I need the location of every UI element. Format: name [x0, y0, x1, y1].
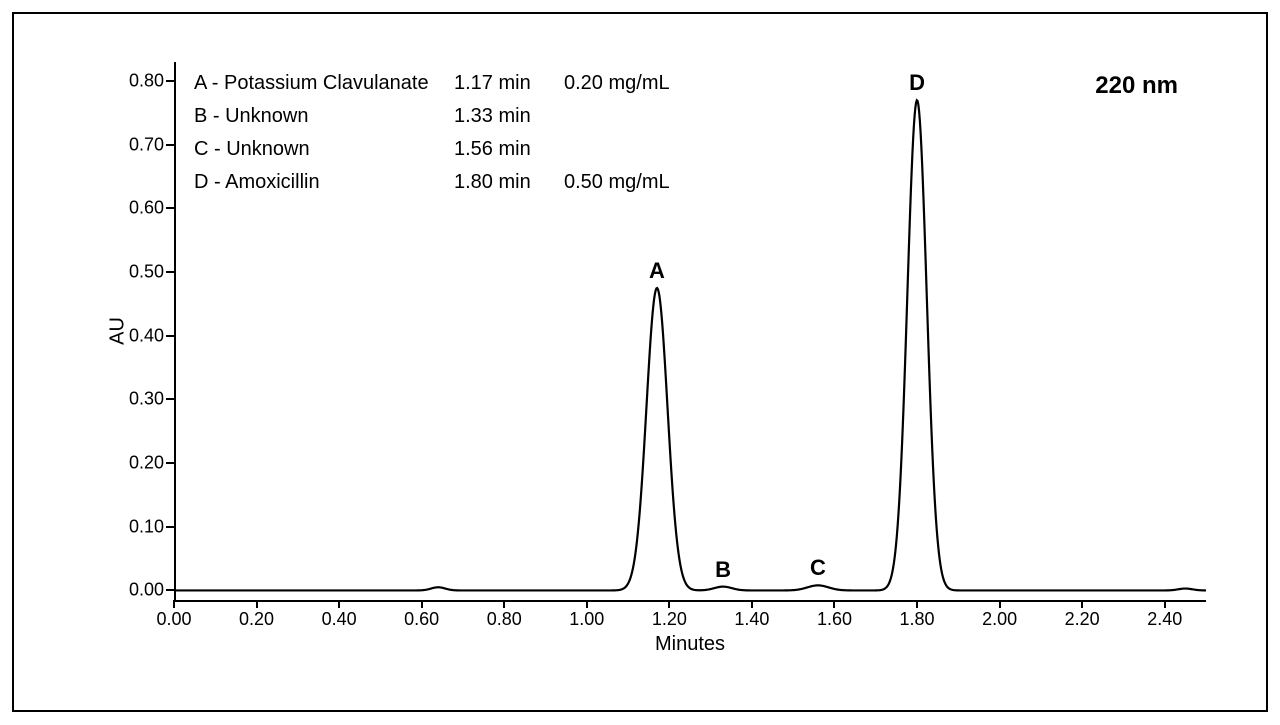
y-tick: [166, 335, 174, 337]
x-tick-label: 0.80: [487, 609, 522, 630]
y-tick-label: 0.20: [114, 453, 164, 474]
peak-label-a: A: [649, 258, 665, 284]
y-tick-label: 0.80: [114, 71, 164, 92]
x-tick: [751, 600, 753, 608]
x-tick-label: 0.60: [404, 609, 439, 630]
x-tick-label: 0.20: [239, 609, 274, 630]
y-tick-label: 0.70: [114, 134, 164, 155]
x-tick: [1164, 600, 1166, 608]
x-tick: [586, 600, 588, 608]
peak-label-c: C: [810, 555, 826, 581]
x-tick-label: 1.00: [569, 609, 604, 630]
x-tick-label: 1.20: [652, 609, 687, 630]
x-tick-label: 2.20: [1065, 609, 1100, 630]
y-tick: [166, 589, 174, 591]
y-tick-label: 0.50: [114, 262, 164, 283]
x-tick: [668, 600, 670, 608]
y-tick-label: 0.60: [114, 198, 164, 219]
x-tick-label: 1.60: [817, 609, 852, 630]
y-tick: [166, 462, 174, 464]
y-tick: [166, 144, 174, 146]
x-tick: [503, 600, 505, 608]
x-tick-label: 1.80: [900, 609, 935, 630]
figure-frame: A - Potassium Clavulanate 1.17 min 0.20 …: [12, 12, 1268, 712]
x-tick: [916, 600, 918, 608]
x-tick: [421, 600, 423, 608]
y-tick: [166, 207, 174, 209]
y-tick: [166, 80, 174, 82]
plot-area: A - Potassium Clavulanate 1.17 min 0.20 …: [174, 62, 1206, 602]
x-tick-label: 2.40: [1147, 609, 1182, 630]
x-tick-label: 1.40: [734, 609, 769, 630]
y-tick: [166, 271, 174, 273]
trace-path: [174, 100, 1206, 590]
x-tick: [256, 600, 258, 608]
peak-label-d: D: [909, 70, 925, 96]
y-tick-label: 0.30: [114, 389, 164, 410]
x-tick: [338, 600, 340, 608]
x-tick-label: 0.40: [322, 609, 357, 630]
x-tick-label: 2.00: [982, 609, 1017, 630]
peak-label-b: B: [715, 557, 731, 583]
x-tick: [1081, 600, 1083, 608]
y-tick-label: 0.00: [114, 580, 164, 601]
x-tick: [833, 600, 835, 608]
chromatogram-trace: [174, 62, 1206, 600]
y-tick-label: 0.40: [114, 325, 164, 346]
y-tick: [166, 398, 174, 400]
y-tick-label: 0.10: [114, 516, 164, 537]
x-tick: [999, 600, 1001, 608]
chromatogram-chart: A - Potassium Clavulanate 1.17 min 0.20 …: [104, 52, 1216, 662]
y-tick: [166, 526, 174, 528]
x-axis-title: Minutes: [655, 633, 725, 656]
x-tick-label: 0.00: [156, 609, 191, 630]
x-tick: [173, 600, 175, 608]
